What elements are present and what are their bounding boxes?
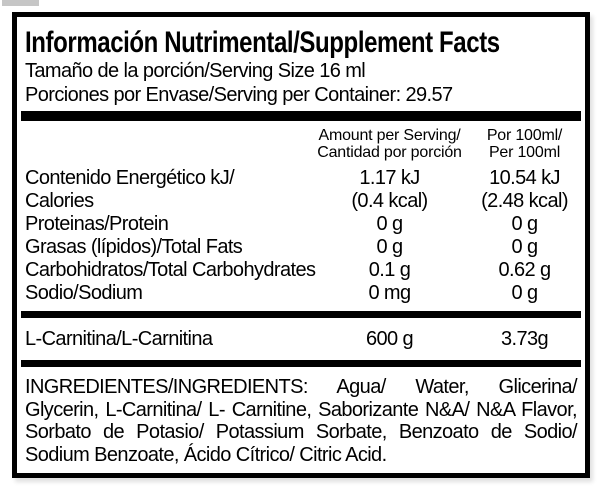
nutrient-row-carbohydrates: Carbohidratos/Total Carbohydrates 0.1 g …	[25, 259, 577, 282]
per-serving-value: (0.4 kcal)	[351, 190, 428, 212]
nutrient-row-fats: Grasas (lípidos)/Total Fats 0 g 0 g	[25, 236, 577, 259]
amount-per-serving-header: Amount per Serving/ Cantidad por porción	[307, 127, 472, 161]
label-title: Información Nutrimental/Supplement Facts	[25, 26, 500, 59]
servings-per-container-line: Porciones por Envase/Serving per Contain…	[25, 84, 453, 106]
nutrition-label: Información Nutrimental/Supplement Facts…	[12, 12, 590, 478]
amount-per-serving-header-line1: Amount per Serving/	[318, 127, 461, 144]
nutrients-header-row: Amount per Serving/ Cantidad por porción…	[25, 127, 577, 161]
corner-artifact	[2, 0, 39, 6]
nutrient-row-energy: Contenido Energético kJ/ 1.17 kJ 10.54 k…	[25, 167, 577, 190]
nutrient-row-calories: Calories (0.4 kcal) (2.48 kcal)	[25, 190, 577, 213]
nutrient-label: Proteinas/Protein	[25, 213, 169, 235]
ingredients-paragraph: INGREDIENTES/INGREDIENTS: Agua/ Water, G…	[25, 376, 578, 466]
nutrient-label: Grasas (lípidos)/Total Fats	[25, 236, 243, 258]
serving-size-line: Tamaño de la porción/Serving Size 16 ml	[25, 60, 366, 82]
nutrient-label: Carbohidratos/Total Carbohydrates	[25, 259, 316, 281]
nutrient-rows: Contenido Energético kJ/ 1.17 kJ 10.54 k…	[25, 167, 577, 305]
ingredients-heading: INGREDIENTES/INGREDIENTS:	[25, 376, 308, 398]
per-100ml-value: (2.48 kcal)	[481, 190, 568, 212]
section-divider-bar-bottom	[21, 360, 581, 367]
per-serving-value: 1.17 kJ	[359, 167, 420, 189]
per-100ml-header-line2: Per 100ml	[488, 144, 561, 161]
supplement-row-l-carnitine: L-Carnitina/L-Carnitina 600 g 3.73g	[25, 318, 577, 360]
per-100ml-value: 0.62 g	[498, 259, 551, 281]
per-100ml-value: 0 g	[511, 282, 538, 304]
per-100ml-value: 0 g	[511, 236, 538, 258]
per-serving-value: 0 mg	[368, 282, 411, 304]
per-100ml-value: 10.54 kJ	[489, 167, 560, 189]
per-100ml-header-line1: Por 100ml/	[486, 127, 563, 144]
supplement-label: L-Carnitina/L-Carnitina	[25, 328, 213, 350]
per-100ml-value: 3.73g	[500, 328, 549, 350]
amount-per-serving-header-line2: Cantidad por porción	[317, 144, 462, 161]
per-serving-value: 0 g	[376, 213, 403, 235]
per-100ml-value: 0 g	[511, 213, 538, 235]
section-divider-bar-top	[21, 311, 581, 318]
nutrient-label: Sodio/Sodium	[25, 282, 143, 304]
per-100ml-header: Por 100ml/ Per 100ml	[472, 127, 577, 161]
per-serving-value: 600 g	[365, 328, 414, 350]
nutrient-label: Calories	[25, 190, 94, 212]
nutrient-row-sodium: Sodio/Sodium 0 mg 0 g	[25, 282, 577, 305]
nutrient-row-protein: Proteinas/Protein 0 g 0 g	[25, 213, 577, 236]
header-divider-bar	[21, 111, 581, 121]
per-serving-value: 0.1 g	[368, 259, 411, 281]
per-serving-value: 0 g	[376, 236, 403, 258]
ingredients-text: Agua/ Water, Glicerina/ Glycerin, L-Carn…	[25, 376, 578, 466]
nutrient-label: Contenido Energético kJ/	[25, 167, 235, 189]
